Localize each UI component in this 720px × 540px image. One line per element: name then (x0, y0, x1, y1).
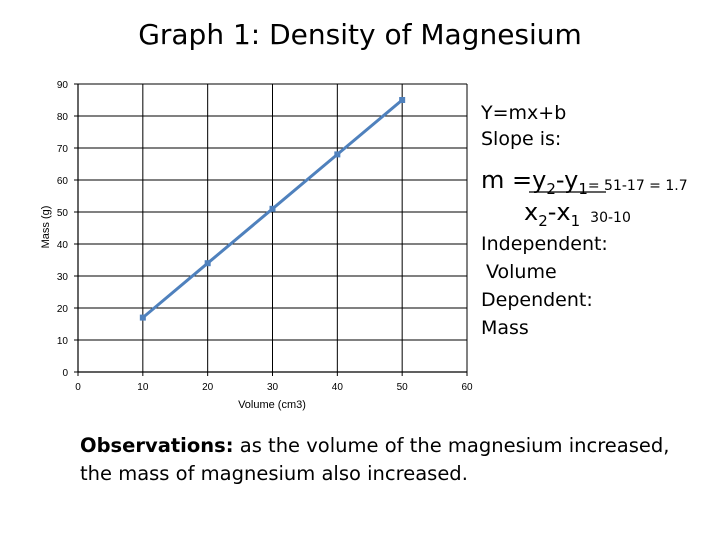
y-tick-label: 60 (57, 176, 69, 187)
dependent-label: Dependent: (481, 289, 593, 311)
y-tick-label: 90 (57, 80, 69, 91)
formula-x2: x (524, 198, 538, 226)
svg-text:m =y2-y1= 51-17 = 1.7: m =y2-y1= 51-17 = 1.7 (481, 166, 688, 198)
observations-text: as the volume of the magnesium increased… (80, 434, 670, 485)
chart-ticks: 0 10 20 30 40 50 60 70 80 90 0 10 20 30 40 50 60 (57, 80, 473, 393)
observations-paragraph: Observations: as the volume of the magne… (80, 432, 700, 488)
formula-xdash: -x (548, 198, 571, 226)
side-notes: Y=mx+b Slope is: (481, 100, 711, 152)
independent-label: Independent: (481, 233, 608, 255)
formula-sub2: 2 (546, 180, 556, 198)
equation-text: Y=mx+b (481, 102, 567, 124)
y-tick-label: 80 (57, 112, 69, 123)
x-tick-label: 50 (397, 382, 409, 393)
chart-title: Graph 1: Density of Magnesium (138, 18, 582, 51)
data-point (269, 205, 276, 212)
data-point (204, 260, 211, 267)
x-axis-label: Volume (cm3) (238, 399, 306, 411)
x-tick-label: 10 (137, 382, 149, 393)
formula-dash: -y (556, 166, 578, 194)
formula-denominator: 30-10 (590, 210, 631, 226)
slope-label: Slope is: (481, 128, 562, 150)
y-tick-label: 20 (57, 304, 69, 315)
x-tick-label: 30 (267, 382, 279, 393)
formula-xsub1: 1 (571, 212, 581, 230)
data-point (139, 314, 146, 321)
y-tick-label: 30 (57, 272, 69, 283)
formula-result: = 51-17 = 1.7 (588, 178, 688, 194)
data-point (399, 97, 406, 103)
formula-sub1: 1 (578, 180, 588, 198)
formula-m: m =y (481, 166, 546, 194)
x-tick-label: 60 (461, 382, 473, 393)
formula-xsub2: 2 (538, 212, 548, 230)
y-tick-label: 10 (57, 336, 69, 347)
chart-grid (78, 83, 468, 372)
y-tick-label: 50 (57, 208, 69, 219)
y-tick-label: 70 (57, 144, 69, 155)
slope-formula: m =y2-y1= 51-17 = 1.7 x2-x1 30-10 (481, 166, 688, 230)
observations-label: Observations: (80, 434, 234, 457)
x-tick-label: 0 (75, 382, 81, 393)
variables-notes: Independent: Volume Dependent: Mass (481, 230, 608, 342)
y-tick-label: 40 (57, 240, 69, 251)
y-axis-label: Mass (g) (40, 206, 52, 249)
y-tick-label: 0 (62, 368, 68, 379)
dependent-value: Mass (481, 317, 529, 339)
x-tick-label: 20 (202, 382, 214, 393)
chart-series (139, 97, 406, 321)
independent-value: Volume (486, 261, 557, 283)
data-point (334, 151, 341, 158)
x-tick-label: 40 (332, 382, 344, 393)
